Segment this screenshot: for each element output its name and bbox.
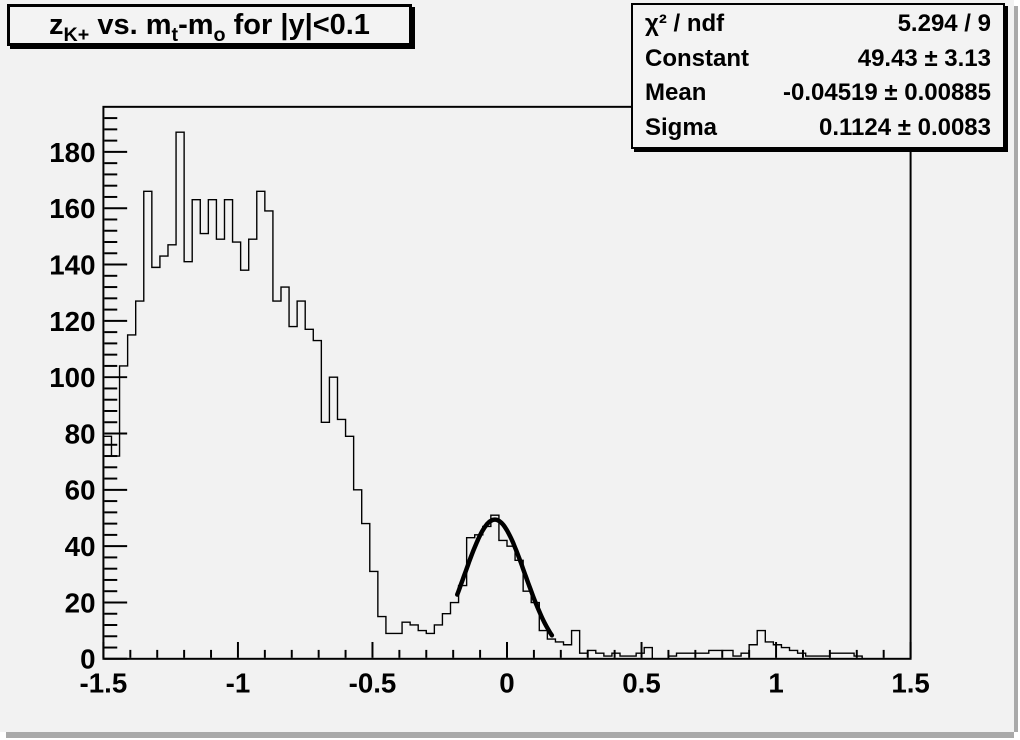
stats-label: Mean	[645, 79, 707, 107]
stats-value: -0.04519 ± 0.00885	[782, 79, 991, 107]
y-tick-label-160: 160	[49, 193, 95, 224]
y-tick-label-0: 0	[80, 644, 95, 675]
x-tick-label--1: -1	[226, 667, 251, 698]
stats-value: 0.1124 ± 0.0083	[819, 113, 991, 141]
y-tick-label-80: 80	[65, 418, 96, 449]
plot-frame	[102, 105, 912, 660]
y-tick-label-140: 140	[49, 249, 95, 280]
title-box: zK+ vs. mt-mo for |y|<0.1	[7, 4, 412, 46]
y-tick-label-120: 120	[49, 306, 95, 337]
y-tick-label-40: 40	[65, 531, 96, 562]
stats-row-sigma: Sigma 0.1124 ± 0.0083	[645, 114, 991, 142]
stats-box: χ² / ndf 5.294 / 9 Constant 49.43 ± 3.13…	[631, 3, 1005, 149]
chart-title-text: zK+ vs. mt-mo for |y|<0.1	[49, 8, 370, 46]
stats-row-constant: Constant 49.43 ± 3.13	[645, 45, 991, 73]
stats-label: Constant	[645, 44, 749, 72]
x-tick-label-0: 0	[499, 667, 514, 698]
stats-label: χ² / ndf	[645, 10, 725, 38]
stats-label: Sigma	[645, 113, 718, 141]
x-tick-label-0.5: 0.5	[622, 667, 661, 698]
y-tick-label-100: 100	[49, 362, 95, 393]
stats-row-mean: Mean -0.04519 ± 0.00885	[645, 79, 991, 107]
y-tick-label-20: 20	[65, 587, 96, 618]
canvas-shadow-bottom	[6, 732, 1014, 738]
stats-value: 5.294 / 9	[897, 10, 991, 38]
y-tick-label-180: 180	[49, 137, 95, 168]
x-tick-label-1: 1	[768, 667, 783, 698]
x-tick-label-1.5: 1.5	[891, 667, 930, 698]
x-tick-label--0.5: -0.5	[349, 667, 397, 698]
stats-row-chi2: χ² / ndf 5.294 / 9	[645, 10, 991, 38]
x-tick-label--1.5: -1.5	[80, 667, 128, 698]
y-tick-label-60: 60	[65, 475, 96, 506]
histogram-line	[102, 131, 911, 660]
canvas-shadow-right	[1014, 6, 1018, 732]
fit-curve	[455, 517, 555, 638]
stats-value: 49.43 ± 3.13	[857, 44, 991, 72]
